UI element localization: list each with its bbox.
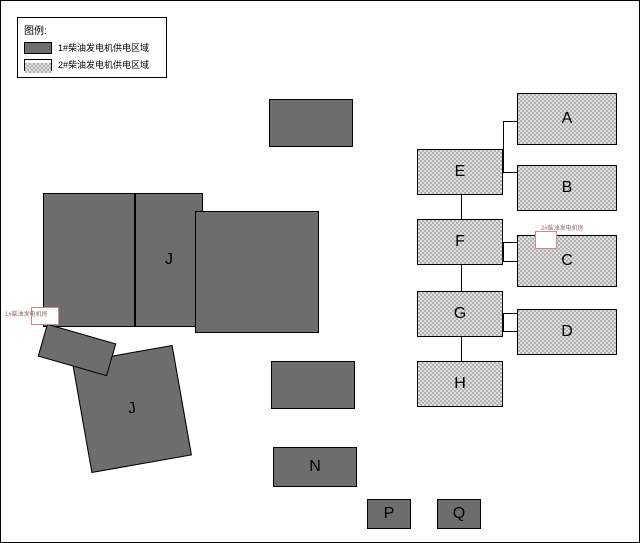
wire-8 (503, 331, 517, 332)
wire-7 (461, 265, 462, 291)
legend-title: 图例: (24, 22, 160, 37)
block-D: D (517, 309, 617, 355)
block-E: E (417, 149, 503, 195)
wire-0 (503, 121, 517, 122)
block-Q: Q (437, 499, 481, 529)
block-label-J-lower: J (126, 399, 137, 418)
wire-3 (461, 195, 462, 219)
legend-box: 图例: 1#柴油发电机供电区域 2#柴油发电机供电区域 (17, 17, 167, 78)
block-mid-right (271, 361, 355, 409)
wire-10 (503, 313, 517, 314)
legend-label-2: 2#柴油发电机供电区域 (58, 58, 149, 71)
wire-11 (461, 337, 462, 361)
block-C: C (517, 235, 617, 287)
wire-4 (503, 242, 517, 243)
block-label-J-upper-R: J (165, 251, 173, 269)
wire-6 (503, 261, 517, 262)
wire-1 (503, 121, 504, 172)
wire-9 (503, 313, 504, 331)
legend-item-1: 1#柴油发电机供电区域 (24, 41, 160, 54)
block-label-Q: Q (453, 505, 465, 523)
block-label-P: P (384, 505, 395, 523)
block-top-small (269, 99, 353, 147)
legend-item-2: 2#柴油发电机供电区域 (24, 58, 160, 71)
block-N: N (273, 447, 357, 487)
block-J-upper-R: J (135, 193, 203, 327)
block-A: A (517, 93, 617, 145)
block-H: H (417, 361, 503, 407)
tag-tag-right (535, 231, 557, 249)
diagram-canvas: 图例: 1#柴油发电机供电区域 2#柴油发电机供电区域 J J N P Q AEBFCGD… (0, 0, 640, 543)
tag-label-tag-left: 1#柴油发电机房 (5, 309, 48, 318)
wire-5 (503, 242, 504, 261)
legend-label-1: 1#柴油发电机供电区域 (58, 41, 149, 54)
tag-label-tag-right: 2#柴油发电机房 (541, 223, 584, 232)
legend-swatch-solid (24, 42, 52, 54)
block-P: P (367, 499, 411, 529)
block-big-center (195, 211, 319, 333)
block-G: G (417, 291, 503, 337)
block-F: F (417, 219, 503, 265)
legend-swatch-hatched (24, 59, 52, 71)
block-B: B (517, 165, 617, 211)
block-label-N: N (309, 458, 321, 476)
wire-2 (503, 172, 517, 173)
